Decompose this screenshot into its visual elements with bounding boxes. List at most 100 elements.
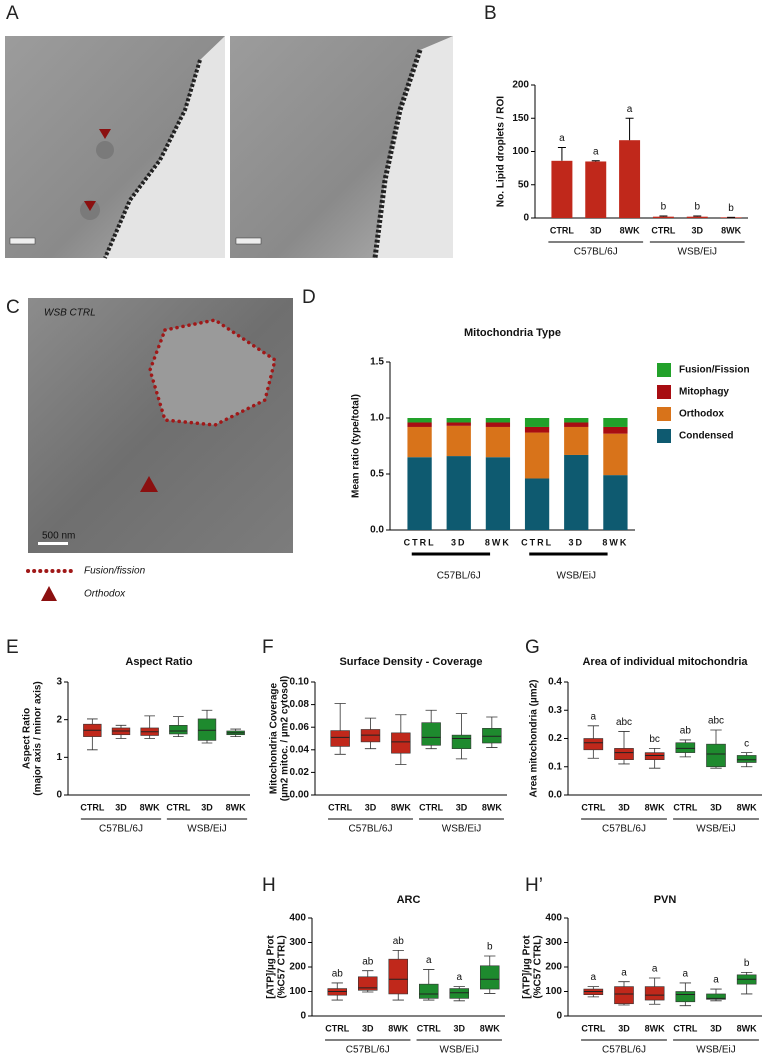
x-tick-label: 3D: [451, 537, 467, 547]
box: [482, 728, 502, 744]
chart-title: ARC: [397, 894, 421, 906]
y-axis-label: [ATP]/µg Prot: [522, 935, 533, 999]
box: [614, 986, 634, 1005]
significance-label: a: [591, 711, 597, 722]
x-tick-label: 3D: [453, 1023, 465, 1033]
legend-swatch: [657, 385, 671, 399]
box: [583, 738, 604, 751]
y-tick-label: 200: [289, 962, 306, 973]
chart: ARC 0 100 200 300 400 [ATP]/µg Prot (%C57 CTRL)…: [266, 894, 505, 1053]
y-tick-label: 300: [545, 937, 562, 948]
box: [706, 743, 726, 768]
y-tick-label: 100: [545, 986, 562, 997]
x-tick-label: 3D: [201, 802, 213, 812]
significance-label: a: [593, 146, 599, 157]
y-tick-label: 0: [300, 1011, 306, 1022]
scale-label: 500 nm: [42, 531, 75, 542]
chart: Surface Density - Coverage 0.00 0.02 0.04 0.…: [269, 656, 507, 835]
x-tick-label: 3D: [590, 225, 602, 235]
x-tick-label: 3D: [710, 802, 722, 812]
significance-label: bc: [649, 734, 660, 745]
legend-label: Orthodox: [84, 589, 126, 600]
panel-label: D: [302, 287, 316, 308]
bar: [652, 216, 674, 218]
box: [644, 752, 665, 760]
x-tick-label: CTRL: [166, 802, 190, 812]
bar-segment: [485, 418, 511, 423]
box: [675, 991, 696, 1003]
y-tick-label: 0.0: [370, 525, 384, 536]
legend-swatch: [657, 429, 671, 443]
significance-label: ab: [332, 969, 344, 980]
box: [644, 986, 665, 1001]
bar-segment: [564, 422, 589, 427]
significance-label: b: [694, 202, 700, 213]
bar-segment: [603, 426, 628, 434]
bar-segment: [564, 454, 589, 530]
group-label: C57BL/6J: [437, 571, 481, 582]
x-tick-label: 8WK: [388, 1023, 409, 1033]
x-tick-label: 8WK: [480, 1023, 501, 1033]
y-axis-label: Mean ratio (type/total): [351, 394, 362, 498]
box: [706, 993, 726, 1000]
legend-label: Fusion/fission: [84, 566, 146, 577]
x-tick-label: CTRL: [417, 1023, 441, 1033]
bar-segment: [564, 426, 589, 455]
y-tick-label: 0.06: [290, 722, 310, 733]
group-label: WSB/EiJ: [696, 824, 735, 835]
bar-segment: [407, 426, 432, 458]
em-image-c: WSB CTRL 500 nm: [28, 298, 293, 553]
panel-label: E: [6, 637, 19, 658]
panel-label: H’: [525, 875, 543, 896]
em-image-a1: [5, 36, 225, 259]
bar-segment: [407, 457, 432, 530]
error-bar: [557, 147, 566, 161]
significance-label: abc: [616, 717, 632, 728]
x-tick-label: 8WK: [737, 1023, 758, 1033]
x-tick-label: 8WK: [391, 802, 412, 812]
box: [451, 734, 472, 749]
box: [197, 718, 217, 741]
bar-segment: [524, 432, 550, 479]
box: [736, 755, 757, 763]
y-tick-label: 400: [545, 913, 562, 924]
y-tick-label: 0.04: [290, 744, 310, 755]
x-tick-label: 8WK: [721, 225, 742, 235]
significance-label: a: [591, 972, 597, 983]
x-tick-label: 8WK: [620, 225, 641, 235]
box: [675, 742, 696, 753]
bar-segment: [485, 422, 511, 427]
box: [421, 722, 441, 746]
group-label: C57BL/6J: [602, 824, 646, 835]
error-bar: [659, 215, 668, 217]
significance-label: a: [713, 975, 719, 986]
x-tick-label: CTRL: [581, 1023, 605, 1033]
x-tick-label: CTRL: [328, 802, 352, 812]
y-tick-label: 0: [523, 213, 529, 224]
group-label: C57BL/6J: [349, 824, 393, 835]
x-tick-label: 3D: [362, 1023, 374, 1033]
x-tick-label: 8WK: [485, 537, 511, 547]
x-tick-label: 3D: [691, 225, 703, 235]
y-axis-label: (µm2 mitoc. / µm2 cytosol): [280, 676, 291, 801]
bar-segment: [603, 433, 628, 476]
significance-label: ab: [362, 956, 374, 967]
y-tick-label: 0.0: [548, 790, 562, 801]
legend-c: Fusion/fission Orthodox: [26, 566, 146, 601]
x-tick-label: 8WK: [482, 802, 503, 812]
chart-title: Area of individual mitochondria: [582, 656, 748, 668]
y-tick-label: 400: [289, 913, 306, 924]
legend-label: Condensed: [679, 431, 733, 442]
error-bar: [625, 117, 634, 141]
x-tick-label: 3D: [618, 802, 630, 812]
significance-label: b: [744, 958, 750, 969]
x-tick-label: CTRL: [80, 802, 104, 812]
chart: 0 50 100 150 200 No. Lipid droplets / ROI CTRL…: [496, 80, 748, 258]
significance-label: a: [652, 964, 658, 975]
y-axis-label: Mitochondria Coverage: [269, 683, 280, 795]
em-image-a2: [230, 36, 453, 259]
panel-label: B: [484, 3, 497, 24]
y-axis-label: No. Lipid droplets / ROI: [496, 96, 507, 207]
significance-label: ab: [680, 726, 692, 737]
bar-segment: [564, 418, 589, 423]
